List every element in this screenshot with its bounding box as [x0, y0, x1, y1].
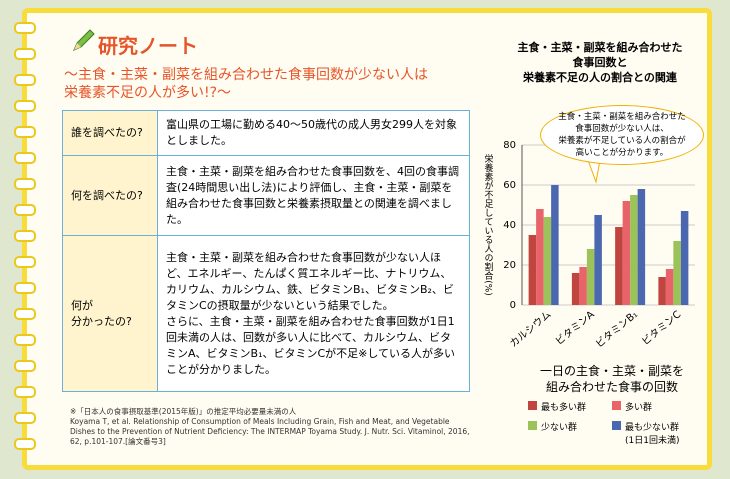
ring — [14, 74, 36, 86]
legend-swatch — [612, 421, 621, 430]
bar — [571, 273, 580, 305]
legend-swatch — [528, 421, 537, 430]
bar — [630, 195, 638, 305]
x-tick-label: カルシウム — [507, 308, 553, 349]
ring — [14, 178, 36, 190]
ring — [14, 386, 36, 398]
ring — [14, 308, 36, 320]
summary-table: 誰を調べたの? 富山県の工場に勤める40〜50歳代の成人男女299人を対象としまし… — [62, 110, 470, 392]
bar — [536, 209, 544, 305]
bar — [594, 215, 602, 305]
y-tick-label: 60 — [503, 180, 516, 191]
bar — [637, 189, 646, 305]
table-row: 何を調べたの? 主食・主菜・副菜を組み合わせた食事回数を、4回の食事調査(24時間… — [62, 155, 470, 236]
bar — [551, 185, 559, 305]
header: 研究ノート — [98, 34, 198, 58]
x-tick-label: ビタミンB₁ — [593, 308, 640, 350]
ring — [14, 282, 36, 294]
legend-text: 多い群 — [625, 400, 652, 413]
ring — [14, 100, 36, 112]
table-row: 誰を調べたの? 富山県の工場に勤める40〜50歳代の成人男女299人を対象としまし… — [62, 110, 470, 156]
bar — [673, 241, 681, 305]
legend-text: 最も少ない群 (1日1回未満) — [625, 420, 679, 446]
legend-text: 少ない群 — [541, 420, 577, 433]
bar — [665, 269, 674, 305]
legend-label: 最も少ない群 — [625, 423, 680, 433]
annotation: 主食・主菜・副菜を組み合わせた 食事回数が少ない人は、 栄養素が不足している人の… — [540, 105, 704, 165]
bar — [615, 227, 623, 305]
chart-title: 主食・主菜・副菜を組み合わせた 食事回数と 栄養素不足の人の割合との関連 — [517, 41, 683, 84]
y-tick-label: 80 — [503, 140, 516, 151]
subtitle: 〜主食・主菜・副菜を組み合わせた食事回数が少ない人は 栄養素不足の人が多い!?〜 — [64, 67, 428, 101]
legend-text: 最も多い群 — [541, 400, 586, 413]
ring — [14, 48, 36, 60]
answer-cell: 主食・主菜・副菜を組み合わせた食事回数を、4回の食事調査(24時間思い出し法)に… — [157, 155, 470, 236]
legend-item: 少ない群 — [528, 420, 577, 433]
ring — [14, 22, 36, 34]
legend-item: 最も多い群 — [528, 400, 586, 413]
y-axis-label: 栄養素が不足している人の割合(%) — [483, 153, 494, 296]
bar — [543, 217, 552, 305]
answer-cell: 主食・主菜・副菜を組み合わせた食事回数が少ない人ほど、エネルギー、たんぱく質エネ… — [157, 235, 470, 392]
footnote: ※「日本人の食事摂取基準(2015年版)」の推定平均必要量未満の人 Koyama… — [70, 407, 470, 446]
bar — [528, 235, 537, 305]
ring — [14, 438, 36, 450]
ring — [14, 256, 36, 268]
bar — [579, 267, 587, 305]
ring — [14, 412, 36, 424]
x-tick-label: ビタミンA — [553, 308, 597, 347]
answer-cell: 富山県の工場に勤める40〜50歳代の成人男女299人を対象としました。 — [157, 110, 470, 156]
legend-label: 少ない群 — [541, 423, 578, 433]
legend-swatch — [528, 401, 537, 410]
pencil-icon — [73, 29, 95, 51]
bar — [622, 201, 631, 305]
ring — [14, 360, 36, 372]
bar — [680, 211, 689, 305]
legend-label: 最も多い群 — [541, 403, 587, 413]
y-tick-label: 0 — [510, 300, 516, 311]
x-tick-label: ビタミンC — [640, 308, 684, 347]
legend-note: (1日1回未満) — [625, 436, 680, 446]
bar — [658, 277, 666, 305]
y-tick-label: 20 — [503, 260, 516, 271]
y-tick-label: 40 — [503, 220, 516, 231]
legend-swatch — [612, 401, 621, 410]
legend-title: 一日の主食・主菜・副菜を 組み合わせた食事の回数 — [539, 364, 684, 394]
legend-label: 多い群 — [625, 403, 653, 413]
ring — [14, 230, 36, 242]
legend-item: 最も少ない群 (1日1回未満) — [612, 420, 679, 446]
ring — [14, 204, 36, 216]
bar — [586, 249, 595, 305]
question-cell: 何が 分かったの? — [62, 235, 158, 392]
ring — [14, 152, 36, 164]
legend-item: 多い群 — [612, 400, 652, 413]
table-row: 何が 分かったの? 主食・主菜・副菜を組み合わせた食事回数が少ない人ほど、エネルギ… — [62, 235, 470, 392]
ring — [14, 126, 36, 138]
ring — [14, 334, 36, 346]
